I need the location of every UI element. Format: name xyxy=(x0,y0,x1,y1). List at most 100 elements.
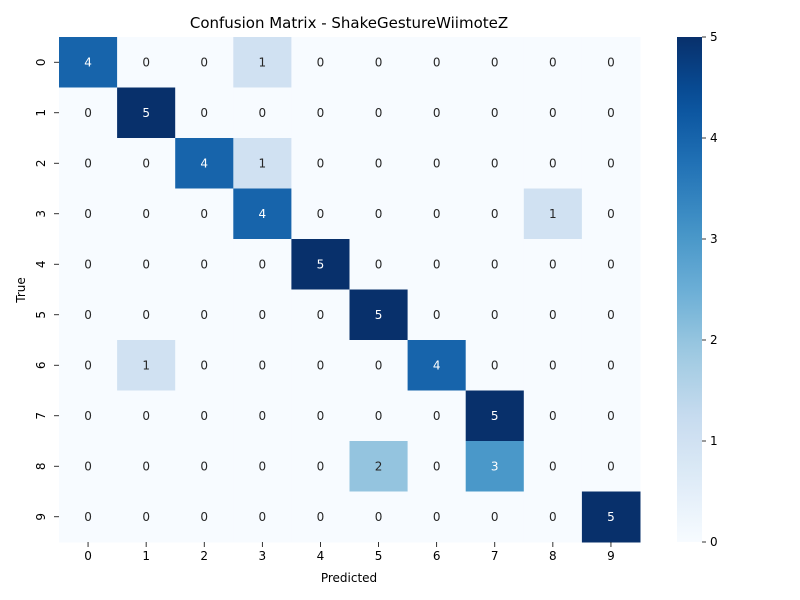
colorbar-tick-label: 0 xyxy=(710,535,718,549)
heatmap-cell-4-4 xyxy=(291,239,350,290)
cell-value-label: 0 xyxy=(84,510,92,524)
cell-value-label: 0 xyxy=(491,358,499,372)
cell-value-label: 4 xyxy=(84,55,92,69)
cell-value-label: 0 xyxy=(375,257,383,271)
heatmap-cell-7-0 xyxy=(59,390,118,442)
cell-value-label: 0 xyxy=(433,156,441,170)
heatmap-cell-0-5 xyxy=(349,37,409,88)
cell-value-label: 0 xyxy=(433,409,441,423)
cell-value-label: 0 xyxy=(375,106,383,120)
cell-value-label: 0 xyxy=(375,207,383,221)
cell-value-label: 0 xyxy=(259,308,267,322)
cell-value-label: 0 xyxy=(433,207,441,221)
cell-value-label: 0 xyxy=(317,207,325,221)
heatmap-cell-8-4 xyxy=(291,441,350,492)
cell-value-label: 0 xyxy=(200,55,208,69)
cell-value-label: 0 xyxy=(433,459,441,473)
x-axis-label: Predicted xyxy=(321,571,377,585)
heatmap-cell-9-4 xyxy=(291,491,350,543)
cell-value-label: 0 xyxy=(84,207,92,221)
heatmap-cell-5-1 xyxy=(117,289,176,341)
cell-value-label: 0 xyxy=(549,156,557,170)
heatmap-cell-8-9 xyxy=(581,441,641,492)
cell-value-label: 0 xyxy=(491,510,499,524)
heatmap-cell-4-2 xyxy=(175,239,234,290)
heatmap-cell-5-2 xyxy=(175,289,234,341)
cell-value-label: 0 xyxy=(549,459,557,473)
chart-title: Confusion Matrix - ShakeGestureWiimoteZ xyxy=(190,14,508,32)
heatmap-cell-2-1 xyxy=(117,138,176,189)
heatmap-cell-3-8 xyxy=(523,188,583,240)
cell-value-label: 0 xyxy=(375,358,383,372)
cell-value-label: 0 xyxy=(200,459,208,473)
y-tick-label: 7 xyxy=(34,412,48,420)
x-tick-label: 0 xyxy=(84,549,92,563)
cell-value-label: 5 xyxy=(607,510,615,524)
cell-value-label: 0 xyxy=(84,257,92,271)
heatmap-cell-7-2 xyxy=(175,390,234,442)
x-tick-label: 1 xyxy=(142,549,150,563)
y-tick-label: 2 xyxy=(34,159,48,167)
cell-value-label: 0 xyxy=(317,156,325,170)
heatmap-cell-5-6 xyxy=(407,289,467,341)
heatmap-cell-5-4 xyxy=(291,289,350,341)
cell-value-label: 0 xyxy=(433,308,441,322)
heatmap-cell-0-6 xyxy=(407,37,467,88)
cell-value-label: 1 xyxy=(259,55,267,69)
cell-value-label: 0 xyxy=(317,106,325,120)
heatmap-cell-6-7 xyxy=(465,340,525,391)
heatmap-cell-1-2 xyxy=(175,87,234,139)
cell-value-label: 3 xyxy=(491,459,499,473)
heatmap-cell-0-8 xyxy=(523,37,583,88)
heatmap-cell-1-4 xyxy=(291,87,350,139)
heatmap-grid: 4 0 0 1 0 0 0 0 0 0 0 5 0 0 0 0 0 0 0 0 0 0 4 1 0 0 0 0 0 0 0 0 0 4 0 0 0 0 1 0… xyxy=(59,37,641,543)
y-axis: 0 1 2 3 4 5 6 7 8 9 xyxy=(34,58,59,521)
x-tick-label: 6 xyxy=(433,549,441,563)
y-tick-label: 6 xyxy=(34,361,48,369)
heatmap-cell-3-1 xyxy=(117,188,176,240)
cell-value-label: 5 xyxy=(142,106,150,120)
heatmap-cell-5-8 xyxy=(523,289,583,341)
heatmap-cell-4-5 xyxy=(349,239,409,290)
heatmap-cell-8-8 xyxy=(523,441,583,492)
cell-value-label: 0 xyxy=(142,510,150,524)
heatmap-cell-9-0 xyxy=(59,491,118,543)
heatmap-cell-1-7 xyxy=(465,87,525,139)
cell-value-label: 0 xyxy=(375,510,383,524)
heatmap-cell-6-4 xyxy=(291,340,350,391)
cell-value-label: 1 xyxy=(549,207,557,221)
heatmap-cell-3-3 xyxy=(233,188,292,240)
heatmap-cell-2-3 xyxy=(233,138,292,189)
heatmap-cell-1-0 xyxy=(59,87,118,139)
heatmap-cell-4-7 xyxy=(465,239,525,290)
x-tick-label: 2 xyxy=(200,549,208,563)
cell-value-label: 0 xyxy=(259,409,267,423)
cell-value-label: 0 xyxy=(142,459,150,473)
y-tick-label: 9 xyxy=(34,513,48,521)
cell-value-label: 0 xyxy=(375,55,383,69)
cell-value-label: 0 xyxy=(549,510,557,524)
heatmap-cell-5-5 xyxy=(349,289,409,341)
cell-value-label: 0 xyxy=(317,55,325,69)
heatmap-cell-9-3 xyxy=(233,491,292,543)
heatmap-cell-2-2 xyxy=(175,138,234,189)
y-tick-label: 0 xyxy=(34,58,48,66)
cell-value-label: 0 xyxy=(607,459,615,473)
heatmap-cell-4-8 xyxy=(523,239,583,290)
cell-value-label: 0 xyxy=(607,308,615,322)
colorbar-gradient xyxy=(677,37,702,542)
heatmap-cell-0-2 xyxy=(175,37,234,88)
y-tick-label: 1 xyxy=(34,109,48,117)
heatmap-cell-1-5 xyxy=(349,87,409,139)
cell-value-label: 0 xyxy=(607,358,615,372)
heatmap-cell-8-0 xyxy=(59,441,118,492)
heatmap-cell-5-0 xyxy=(59,289,118,341)
heatmap-cell-7-6 xyxy=(407,390,467,442)
cell-value-label: 0 xyxy=(375,409,383,423)
heatmap-cell-8-1 xyxy=(117,441,176,492)
cell-value-label: 1 xyxy=(142,358,150,372)
heatmap-cell-1-3 xyxy=(233,87,292,139)
cell-value-label: 0 xyxy=(433,106,441,120)
heatmap-cell-4-0 xyxy=(59,239,118,290)
